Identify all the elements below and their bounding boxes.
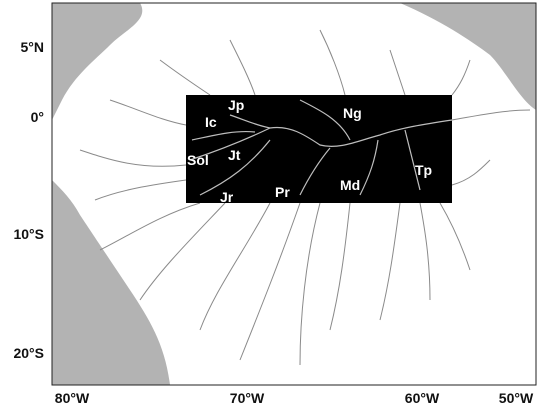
region-label: Ng bbox=[343, 105, 362, 121]
region-label: Jp bbox=[228, 97, 244, 113]
lon-label: 50°W bbox=[499, 390, 534, 406]
lat-label: 0° bbox=[31, 109, 44, 125]
region-label: Ic bbox=[205, 114, 217, 130]
map-frame bbox=[51, 2, 537, 386]
region-label: Md bbox=[340, 177, 360, 193]
region-label: Sol bbox=[187, 152, 209, 168]
region-label: Jt bbox=[228, 147, 241, 163]
lat-label: 5°N bbox=[21, 39, 45, 55]
ocean-atlantic bbox=[400, 3, 536, 110]
lon-label: 80°W bbox=[55, 390, 90, 406]
lon-label: 70°W bbox=[230, 390, 265, 406]
region-label: Tp bbox=[415, 162, 432, 178]
region-label: Jr bbox=[220, 189, 234, 205]
lat-label: 20°S bbox=[13, 345, 44, 361]
ocean-caribbean bbox=[52, 3, 143, 120]
main-channel bbox=[189, 99, 453, 196]
region-label: Pr bbox=[275, 184, 290, 200]
lat-label: 10°S bbox=[13, 226, 44, 242]
study-area bbox=[186, 95, 452, 203]
lon-label: 60°W bbox=[405, 390, 440, 406]
river-network bbox=[79, 29, 531, 366]
ocean-pacific bbox=[52, 180, 170, 385]
